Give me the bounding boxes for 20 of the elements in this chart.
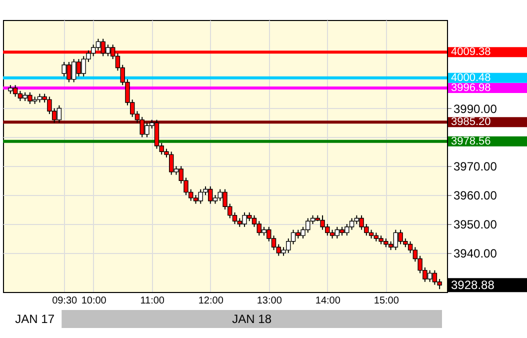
ref-line-label: 4009.38: [451, 46, 491, 58]
y-tick-label: 3950.00: [454, 218, 498, 232]
x-tick-label: 13:00: [256, 296, 282, 306]
text: 3928.88: [451, 278, 495, 292]
y-tick-label: 3970.00: [454, 160, 498, 174]
y-tick-label: 3960.00: [454, 188, 498, 203]
ref-line-label: 3996.98: [451, 82, 491, 94]
x-tick-label: 12:00: [198, 296, 224, 306]
ref-line-label: 3985.20: [451, 116, 491, 128]
x-tick-label: 09:30: [52, 296, 78, 306]
ref-line-label: 3978.56: [451, 135, 491, 148]
y-tick-label: 3940.00: [454, 246, 498, 260]
y-tick-label: 3990.00: [454, 102, 498, 116]
x-tick-label: 10:00: [81, 296, 107, 306]
text: JAN 18: [232, 312, 272, 326]
x-tick-label: 14:00: [315, 296, 341, 306]
text: JAN 17: [15, 312, 55, 326]
x-tick-label: 15:00: [374, 296, 400, 306]
ref-line-label: 4000.48: [451, 72, 491, 84]
x-tick-label: 11:00: [140, 296, 165, 306]
